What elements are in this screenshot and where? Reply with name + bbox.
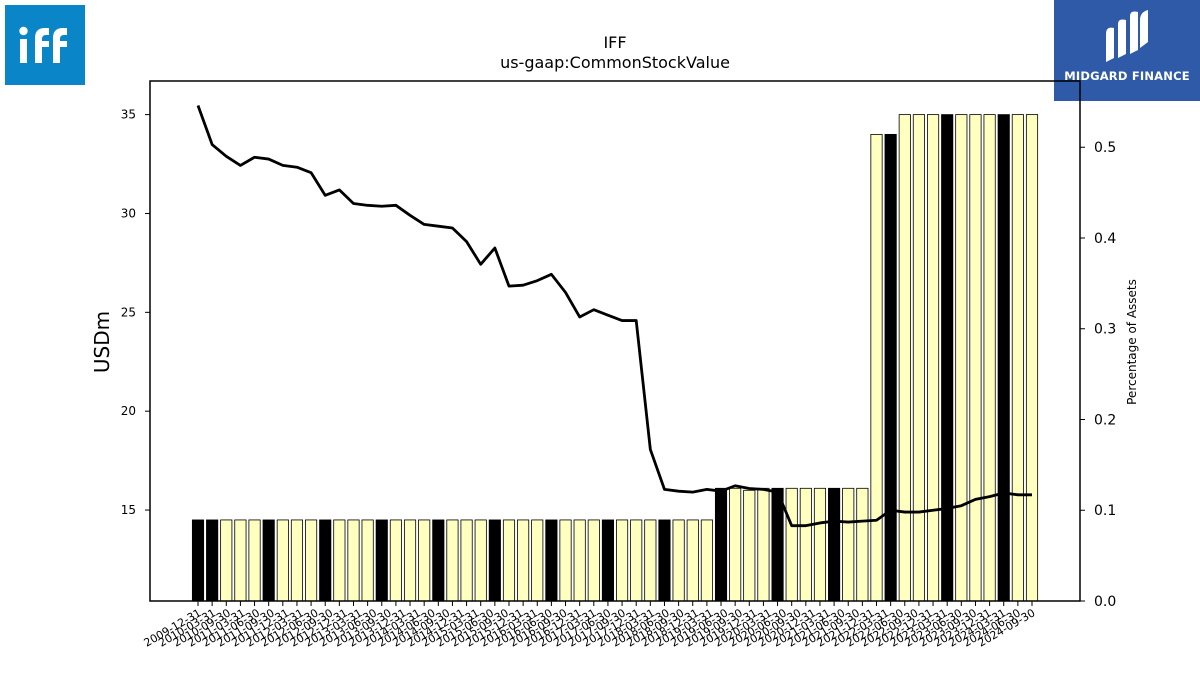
bar xyxy=(757,487,770,602)
bar xyxy=(672,519,685,602)
bar xyxy=(700,519,713,602)
bar xyxy=(630,519,643,602)
bar xyxy=(912,114,925,602)
y-tick-label: 15 xyxy=(121,503,136,517)
bar xyxy=(587,519,600,602)
bar xyxy=(206,519,219,602)
y2-axis-ticks: 0.0 0.1 0.2 0.3 0.4 0.5 xyxy=(1080,140,1116,610)
bar xyxy=(856,487,869,602)
y2-tick-label: 0.2 xyxy=(1094,412,1116,428)
y-tick-label: 20 xyxy=(121,404,136,418)
bar xyxy=(220,519,233,602)
bar xyxy=(884,133,897,602)
bar xyxy=(799,487,812,602)
bar xyxy=(870,133,883,602)
bar xyxy=(644,519,657,602)
bar xyxy=(347,519,360,602)
bar xyxy=(305,519,318,602)
bar xyxy=(333,519,346,602)
iff-logo xyxy=(5,5,85,85)
chart-subtitle: us-gaap:CommonStockValue xyxy=(500,53,730,72)
bar xyxy=(191,519,205,602)
y2-tick-label: 0.5 xyxy=(1094,140,1116,156)
bar xyxy=(418,519,431,602)
bar xyxy=(545,519,558,602)
bar xyxy=(828,487,841,602)
bar xyxy=(785,487,798,602)
bar-series xyxy=(191,114,1039,602)
bar xyxy=(517,519,530,602)
bar xyxy=(290,519,304,602)
bar xyxy=(616,519,629,602)
y2-tick-label: 0.4 xyxy=(1094,231,1116,247)
bar xyxy=(432,519,445,602)
bar xyxy=(234,519,247,602)
bar xyxy=(446,519,459,602)
bar xyxy=(1011,114,1024,602)
bar xyxy=(502,519,516,602)
bar xyxy=(771,487,784,602)
bar xyxy=(361,519,374,602)
bar xyxy=(262,519,275,602)
bar xyxy=(488,519,501,602)
midgard-finance-wordmark: MIDGARD FINANCE xyxy=(1064,69,1190,83)
x-axis-ticks: 2009-12-312010-03-312010-09-302011-03-31… xyxy=(142,601,1038,650)
y2-axis-label: Percentage of Assets xyxy=(1125,279,1139,405)
midgard-finance-logo: MIDGARD FINANCE xyxy=(1054,0,1200,101)
bar xyxy=(969,114,982,602)
bar xyxy=(389,519,402,602)
y-tick-label: 30 xyxy=(121,206,136,220)
bar xyxy=(248,519,261,602)
bar xyxy=(941,114,954,602)
bar xyxy=(955,114,968,602)
bar xyxy=(559,519,572,602)
bar xyxy=(743,489,756,602)
bar xyxy=(842,487,855,602)
bar xyxy=(927,114,940,602)
iff-logo-mark xyxy=(19,26,67,63)
bar xyxy=(997,114,1010,602)
midgard-finance-mark xyxy=(1106,10,1148,63)
bar xyxy=(460,519,473,602)
bar xyxy=(573,519,586,602)
y2-tick-label: 0.0 xyxy=(1094,594,1116,610)
y-tick-label: 25 xyxy=(121,305,136,319)
bar xyxy=(1025,114,1039,602)
plot-frame xyxy=(149,80,1081,602)
bar xyxy=(403,519,417,602)
bar xyxy=(729,487,742,602)
series-line xyxy=(196,105,1032,528)
bar xyxy=(375,519,388,602)
y-axis-ticks: 15 20 25 30 35 xyxy=(121,108,150,517)
bar xyxy=(319,519,332,602)
bar xyxy=(531,519,544,602)
y2-tick-label: 0.1 xyxy=(1094,503,1116,519)
bar xyxy=(601,519,614,602)
bar xyxy=(276,519,289,602)
bar xyxy=(813,487,827,602)
bar xyxy=(686,519,699,602)
y-tick-label: 35 xyxy=(121,108,136,122)
y-axis-label: USDm xyxy=(90,311,114,373)
line-series xyxy=(196,105,1032,528)
bar xyxy=(714,487,728,602)
bar xyxy=(983,114,996,602)
bar xyxy=(658,519,671,602)
chart-title: IFF xyxy=(603,33,626,52)
y2-tick-label: 0.3 xyxy=(1094,322,1116,338)
bar xyxy=(474,519,487,602)
bar xyxy=(898,114,911,602)
